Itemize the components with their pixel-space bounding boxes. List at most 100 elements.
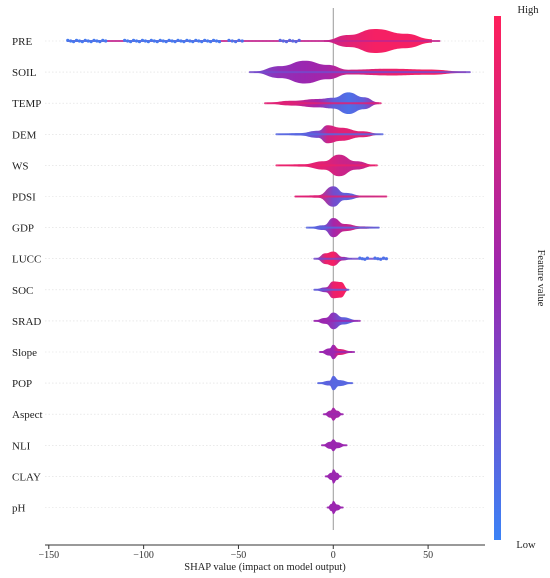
feature-label-pre: PRE — [12, 36, 32, 48]
tail-dot — [297, 38, 301, 43]
tail-dot — [227, 38, 231, 43]
tail-dot — [140, 38, 145, 43]
tail-dot — [101, 38, 105, 43]
tail-dot — [185, 38, 189, 43]
tail-dot — [155, 40, 159, 44]
feature-label-slope: Slope — [12, 347, 37, 359]
tail-dot — [134, 39, 139, 43]
tail-dot — [167, 38, 171, 43]
colorbar-title: Feature value — [535, 250, 546, 307]
violin-gdp — [305, 218, 380, 238]
tail-dot — [146, 40, 150, 44]
violin-pop — [317, 375, 354, 391]
violin-slope — [319, 344, 356, 360]
tail-dot — [104, 39, 108, 43]
tail-dot — [126, 39, 130, 43]
tail-dot — [373, 256, 377, 260]
tail-dot — [197, 39, 201, 43]
tail-dot — [66, 38, 70, 43]
feature-label-ph: pH — [12, 503, 26, 515]
tail-dot — [211, 38, 216, 43]
tail-dot — [291, 39, 295, 43]
feature-label-dem: DEM — [12, 129, 37, 141]
tail-dot — [164, 40, 168, 44]
tail-dot — [83, 38, 87, 43]
tail-dot — [365, 256, 370, 260]
tail-dot — [158, 38, 162, 43]
tail-dot — [278, 38, 282, 43]
violin-dem — [275, 125, 384, 144]
tail-dot — [173, 40, 177, 44]
tail-dot — [234, 40, 238, 44]
tail-dot — [230, 39, 234, 43]
violin-soil — [248, 60, 471, 84]
tail-dot — [360, 257, 364, 261]
violin-ws — [275, 154, 378, 177]
tail-dot — [77, 39, 82, 43]
feature-labels: PRE SOIL TEMP DEM WS PDSI GDP LUCC SOC SRAD Slope P… — [12, 36, 43, 515]
tail-dot — [237, 38, 241, 43]
tail-dot — [363, 257, 367, 261]
tail-dot — [188, 39, 192, 43]
violin-pdsi — [294, 186, 388, 207]
x-ticks: −150 −100 −50 0 50 — [38, 545, 433, 561]
tail-dot — [384, 257, 388, 261]
tail-dot — [137, 40, 142, 44]
feature-label-pop: POP — [12, 378, 32, 390]
colorbar-low-label: Low — [516, 540, 536, 551]
tail-dot — [288, 38, 292, 43]
tail-dot — [281, 39, 285, 43]
tail-dot — [191, 40, 195, 44]
tail-dot — [86, 39, 90, 43]
feature-label-lucc: LUCC — [12, 254, 41, 266]
tail-dot — [69, 39, 73, 43]
tail-dot — [143, 39, 147, 43]
x-axis: −150 −100 −50 0 50 SHAP value (impact on mod… — [38, 544, 485, 573]
tail-dot — [208, 40, 213, 44]
tail-dot — [98, 40, 102, 44]
feature-label-gdp: GDP — [12, 223, 34, 235]
tail-dot — [381, 256, 386, 260]
feature-label-pdsi: PDSI — [12, 192, 36, 204]
tail-dot — [131, 38, 136, 43]
tail-dot — [194, 38, 198, 43]
violin-lucc — [313, 251, 388, 266]
feature-label-nli: NLI — [12, 440, 31, 452]
tail-dot — [92, 38, 96, 43]
feature-label-clay: CLAY — [12, 471, 41, 483]
tail-dot — [128, 40, 133, 44]
tail-dot — [152, 39, 156, 43]
tail-dot — [294, 40, 298, 44]
x-tick-label: −100 — [133, 550, 154, 561]
x-axis-title: SHAP value (impact on model output) — [184, 562, 346, 573]
tail-dot — [240, 39, 244, 43]
tail-dot — [376, 257, 380, 261]
tail-dot — [74, 38, 79, 43]
tail-dot — [179, 39, 183, 43]
violin-temp — [264, 92, 382, 114]
tail-dot — [95, 39, 99, 43]
feature-label-temp: TEMP — [12, 98, 41, 110]
tail-dot — [170, 39, 174, 43]
feature-label-ws: WS — [12, 160, 29, 172]
plot-area: PRE SOIL TEMP DEM WS PDSI GDP LUCC SOC SRAD Slope P… — [12, 8, 485, 530]
violin-soc — [313, 281, 350, 299]
colorbar: High Low Feature value — [494, 5, 546, 551]
tail-dot — [149, 38, 153, 43]
tail-dot — [176, 38, 180, 43]
tail-dot — [217, 40, 222, 44]
colorbar-high-label: High — [518, 5, 540, 16]
violin-ph — [326, 500, 344, 515]
tail-dot — [89, 40, 93, 44]
tail-dot — [80, 40, 84, 44]
feature-label-soc: SOC — [12, 285, 33, 297]
tail-dot — [71, 40, 76, 44]
tail-dot — [123, 38, 127, 43]
row-gridlines — [45, 40, 485, 508]
violin-srad — [313, 312, 361, 330]
feature-label-srad: SRAD — [12, 316, 41, 328]
tail-dot — [358, 256, 362, 260]
violin-pre — [66, 29, 441, 53]
violins — [66, 29, 471, 515]
violin-clay — [324, 469, 342, 484]
